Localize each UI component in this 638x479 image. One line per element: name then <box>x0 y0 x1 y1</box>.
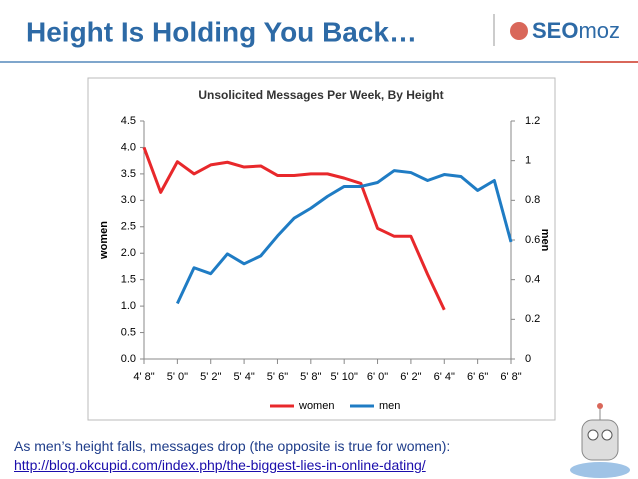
y-tick-label: 4.0 <box>121 141 136 153</box>
y-tick-label: 3.5 <box>121 168 136 180</box>
y-tick-label: 0.0 <box>121 353 136 365</box>
x-tick-label: 4' 8" <box>133 371 154 383</box>
y-tick-label: 2.5 <box>121 221 136 233</box>
y-tick-label: 1.5 <box>121 274 136 286</box>
y2-tick-label: 0 <box>525 353 531 365</box>
y2-tick-label: 1.2 <box>525 115 540 127</box>
x-tick-label: 5' 6" <box>267 371 288 383</box>
y-tick-label: 4.5 <box>121 115 136 127</box>
series-line <box>142 146 446 311</box>
logo-seo: SEO <box>532 18 578 43</box>
caption: As men’s height falls, messages drop (th… <box>14 438 451 454</box>
y-axis-label: women <box>98 221 110 260</box>
y2-axis-label: men <box>539 229 551 252</box>
logo-icon <box>510 22 528 40</box>
legend-label: women <box>298 400 334 412</box>
y2-tick-label: 0.6 <box>525 234 540 246</box>
slide-title: Height Is Holding You Back… <box>26 16 417 47</box>
y2-tick-label: 0.2 <box>525 313 540 325</box>
logo-moz: moz <box>578 18 620 43</box>
y2-tick-label: 1 <box>525 155 531 167</box>
x-tick-label: 6' 6" <box>467 371 488 383</box>
x-tick-label: 5' 4" <box>233 371 254 383</box>
x-tick-label: 5' 8" <box>300 371 321 383</box>
y-tick-label: 1.0 <box>121 300 136 312</box>
y-tick-label: 0.5 <box>121 326 136 338</box>
y2-tick-label: 0.8 <box>525 194 540 206</box>
x-tick-label: 6' 0" <box>367 371 388 383</box>
source-link[interactable]: http://blog.okcupid.com/index.php/the-bi… <box>14 457 426 473</box>
legend-label: men <box>379 400 400 412</box>
chart-frame <box>87 77 556 421</box>
x-tick-label: 6' 2" <box>400 371 421 383</box>
x-tick-label: 6' 4" <box>434 371 455 383</box>
mascot <box>570 403 630 478</box>
x-tick-label: 5' 10" <box>330 371 358 383</box>
series-line <box>176 169 513 305</box>
x-tick-label: 5' 0" <box>167 371 188 383</box>
y-tick-label: 3.0 <box>121 194 136 206</box>
x-tick-label: 5' 2" <box>200 371 221 383</box>
y-tick-label: 2.0 <box>121 247 136 259</box>
plot: 0.0 0.5 1.0 1.5 2.0 2.5 3.0 3.5 4.0 4.5 0 0.2 0.4 0.6… <box>121 115 541 412</box>
logo: SEOmoz <box>532 18 620 43</box>
y2-tick-label: 0.4 <box>525 274 540 286</box>
x-tick-label: 6' 8" <box>500 371 521 383</box>
chart-title: Unsolicited Messages Per Week, By Height <box>198 88 443 102</box>
